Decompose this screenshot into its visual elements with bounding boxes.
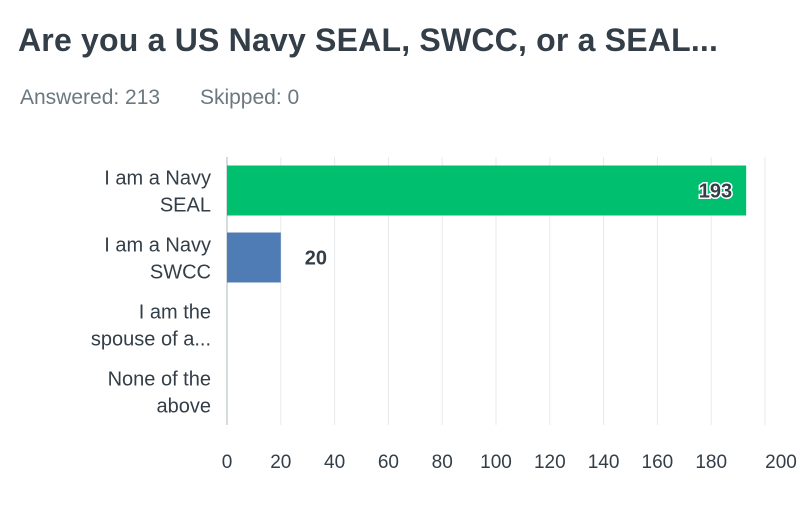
data-label: 193 bbox=[699, 181, 732, 203]
x-tick-label: 160 bbox=[642, 452, 674, 473]
x-tick-label: 0 bbox=[222, 452, 233, 473]
category-label: None of the above bbox=[108, 369, 211, 418]
bar bbox=[227, 165, 747, 216]
x-tick-label: 40 bbox=[324, 452, 345, 473]
category-label: I am a Navy SEAL bbox=[104, 168, 211, 217]
x-tick-label: 200 bbox=[765, 452, 797, 473]
response-stats: Answered: 213 Skipped: 0 bbox=[20, 86, 333, 110]
data-label: 20 bbox=[305, 248, 327, 270]
x-tick-label: 180 bbox=[695, 452, 727, 473]
x-tick-label: 100 bbox=[480, 452, 512, 473]
x-tick-label: 20 bbox=[270, 452, 291, 473]
x-tick-label: 80 bbox=[432, 452, 453, 473]
skipped-count: Skipped: 0 bbox=[199, 86, 300, 109]
answered-count: Answered: 213 bbox=[20, 86, 161, 109]
chart-title: Are you a US Navy SEAL, SWCC, or a SEAL.… bbox=[18, 22, 719, 58]
x-tick-label: 140 bbox=[588, 452, 620, 473]
category-label: I am a Navy SWCC bbox=[104, 235, 211, 284]
x-tick-label: 120 bbox=[534, 452, 566, 473]
bar bbox=[227, 232, 281, 283]
x-tick-label: 60 bbox=[378, 452, 399, 473]
category-label: I am the spouse of a... bbox=[91, 302, 211, 351]
